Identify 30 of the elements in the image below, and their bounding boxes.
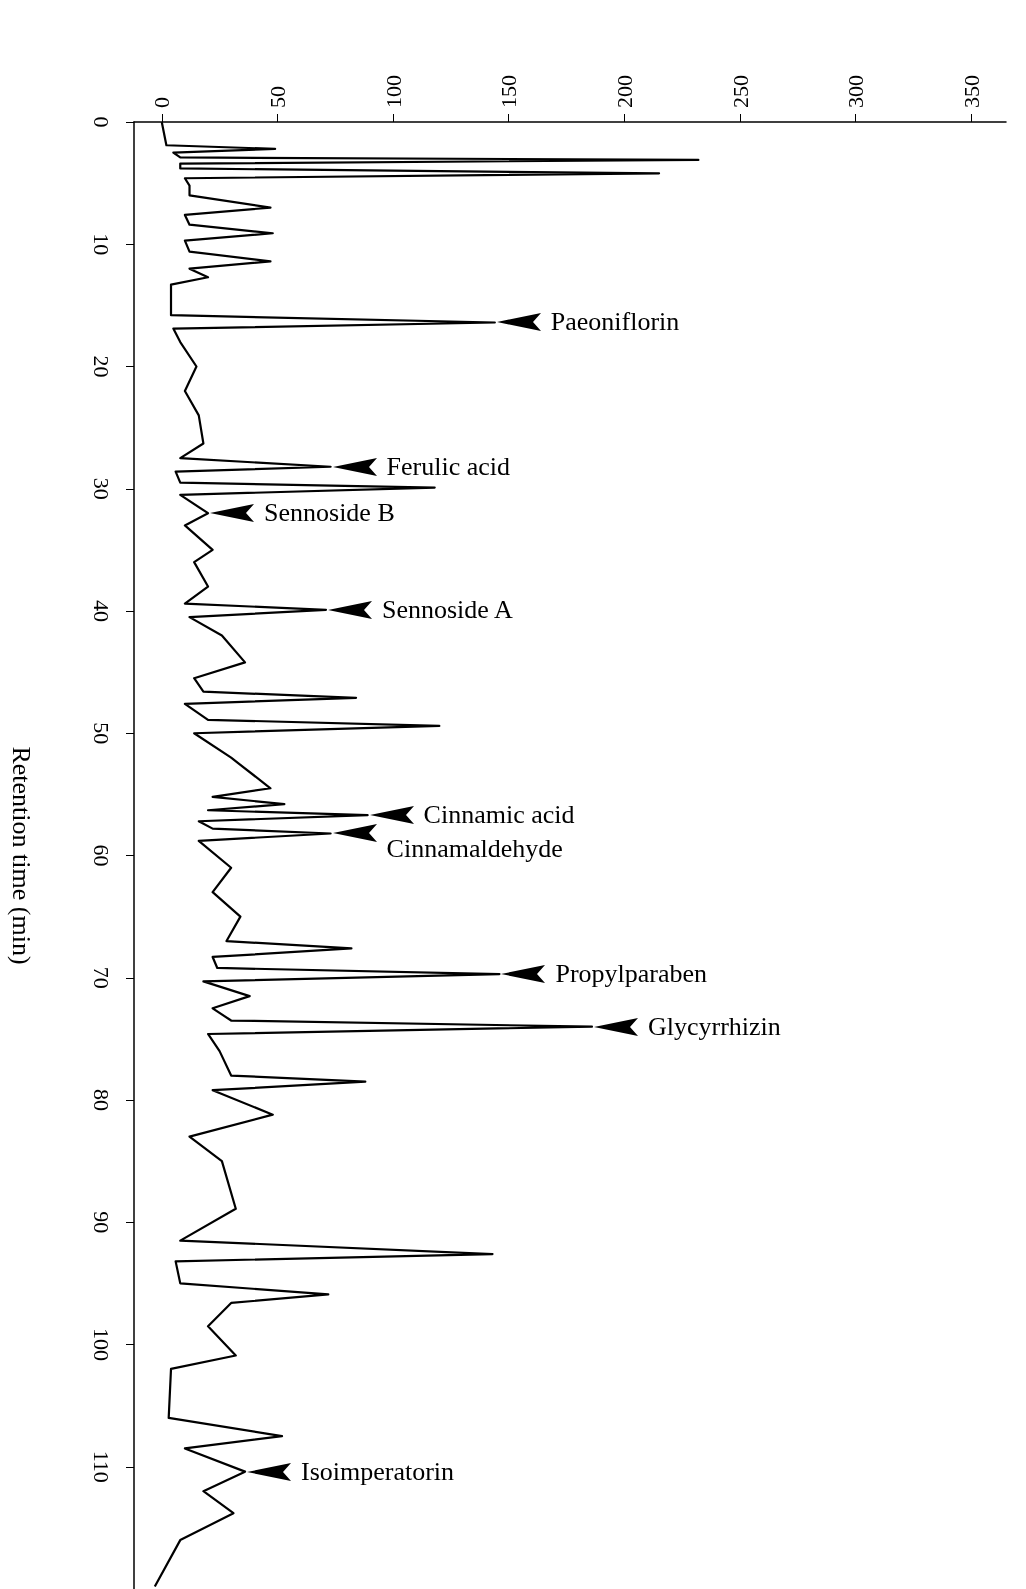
y-tick-label: 60	[88, 844, 114, 867]
y-tick-label: 70	[88, 966, 114, 989]
y-tick-label: 40	[88, 600, 114, 622]
annotation: Ferulic acid	[386, 451, 511, 482]
annotation: Sennoside B	[264, 498, 395, 529]
y-tick-label: 30	[88, 477, 114, 500]
x-tick-label: 350	[958, 75, 984, 108]
x-tick-label: 150	[496, 75, 522, 108]
annotation: Propylparaben	[555, 959, 708, 990]
annotation: Paeoniflorin	[550, 307, 680, 338]
y-tick-label: 90	[88, 1211, 114, 1234]
x-tick-label: 0	[149, 97, 175, 108]
annotation: Cinnamic acid	[423, 800, 575, 831]
x-tick-label: 250	[727, 75, 753, 108]
annotation: Isoimperatorin	[301, 1456, 455, 1487]
y-axis-title: Retention time (min)	[6, 746, 36, 965]
y-tick-label: 50	[88, 722, 114, 745]
y-tick-label: 100	[88, 1328, 114, 1361]
x-tick-label: 50	[264, 86, 290, 108]
y-tick-label: 110	[88, 1450, 114, 1483]
x-tick-label: 100	[380, 75, 406, 108]
annotation: Glycyrrhizin	[647, 1011, 781, 1042]
y-tick-label: 0	[88, 116, 114, 128]
annotation: Sennoside A	[381, 594, 513, 625]
x-tick-label: 300	[843, 75, 869, 108]
y-tick-label: 80	[88, 1089, 114, 1111]
x-tick-label: 200	[611, 75, 637, 108]
y-tick-label: 20	[88, 355, 114, 378]
annotation: Cinnamaldehyde	[386, 834, 563, 865]
y-tick-label: 10	[88, 233, 114, 256]
